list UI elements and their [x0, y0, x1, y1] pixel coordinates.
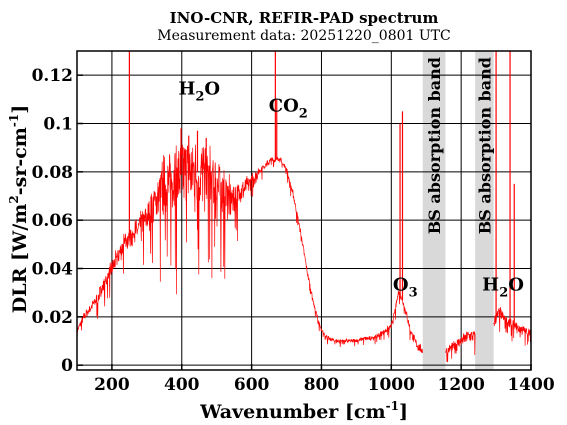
- annotation-2: CO2: [269, 95, 308, 121]
- x-tick-label-1: 400: [164, 375, 200, 395]
- plot-frame: [76, 50, 532, 371]
- y-axis-label: DLR [W/m2-sr-cm-1]: [7, 105, 31, 313]
- y-axis-label-sup2: -1: [7, 114, 21, 127]
- annotation-2-sub: 2: [299, 106, 308, 121]
- x-axis-label: Wavenumber [cm-1]: [199, 399, 408, 423]
- annotation-3-sub: 3: [409, 285, 418, 300]
- x-tick-label-4: 1000: [368, 375, 415, 395]
- shaded-band-1: [422, 51, 446, 370]
- annotation-1-sub: 2: [195, 90, 204, 105]
- y-axis-label-part1: DLR [W/m: [9, 204, 31, 314]
- shaded-band-2: [475, 51, 494, 370]
- y-tick-label-6: 0.12: [32, 66, 73, 86]
- x-tick-label-3: 800: [304, 375, 340, 395]
- annotation-2-main: CO: [269, 95, 299, 116]
- annotation-1: H2O: [178, 79, 220, 105]
- chart-subtitle: Measurement data: 20251220_0801 UTC: [157, 28, 450, 44]
- y-tick-label-5: 0.1: [43, 115, 73, 135]
- x-tick-label-2: 600: [234, 375, 270, 395]
- y-tick-label-0: 0: [61, 356, 73, 376]
- x-tick-label-0: 200: [94, 375, 130, 395]
- annotation-4-sub: 2: [499, 285, 508, 300]
- annotation-3-main: O: [393, 274, 409, 295]
- x-axis-label-close: ]: [399, 401, 408, 423]
- axis-ticks: 200 400 600 800 1000 1200 1400 0 0.02 0.04 0.06 0.0…: [32, 66, 555, 395]
- y-axis-label-part3: ]: [9, 105, 31, 114]
- shaded-bands: BS absorption band BS absorption band: [422, 51, 494, 370]
- y-axis-label-part2: -sr-cm: [9, 127, 31, 195]
- x-axis-label-main: Wavenumber [cm: [199, 401, 386, 423]
- y-tick-label-2: 0.04: [32, 260, 74, 280]
- annotation-4-tail: O: [508, 274, 524, 295]
- chart-title: INO-CNR, REFIR-PAD spectrum: [170, 9, 439, 27]
- annotation-4-main: H: [482, 274, 499, 295]
- x-tick-label-5: 1200: [437, 375, 484, 395]
- band-label-1: BS absorption band: [425, 57, 444, 234]
- y-tick-label-3: 0.06: [32, 211, 73, 231]
- x-axis-label-sup: -1: [386, 399, 399, 413]
- series-layer: [76, 51, 532, 363]
- annotation-4: H2O: [482, 274, 524, 300]
- y-tick-label-4: 0.08: [32, 163, 73, 183]
- series-line: [76, 144, 532, 363]
- annotation-1-main: H: [178, 79, 195, 100]
- band-label-2: BS absorption band: [475, 57, 494, 234]
- x-tick-label-6: 1400: [507, 375, 554, 395]
- annotation-1-tail: O: [204, 79, 220, 100]
- annotation-3: O3: [393, 274, 418, 300]
- y-axis-label-sup1: 2: [7, 195, 21, 203]
- y-tick-label-1: 0.02: [32, 308, 73, 328]
